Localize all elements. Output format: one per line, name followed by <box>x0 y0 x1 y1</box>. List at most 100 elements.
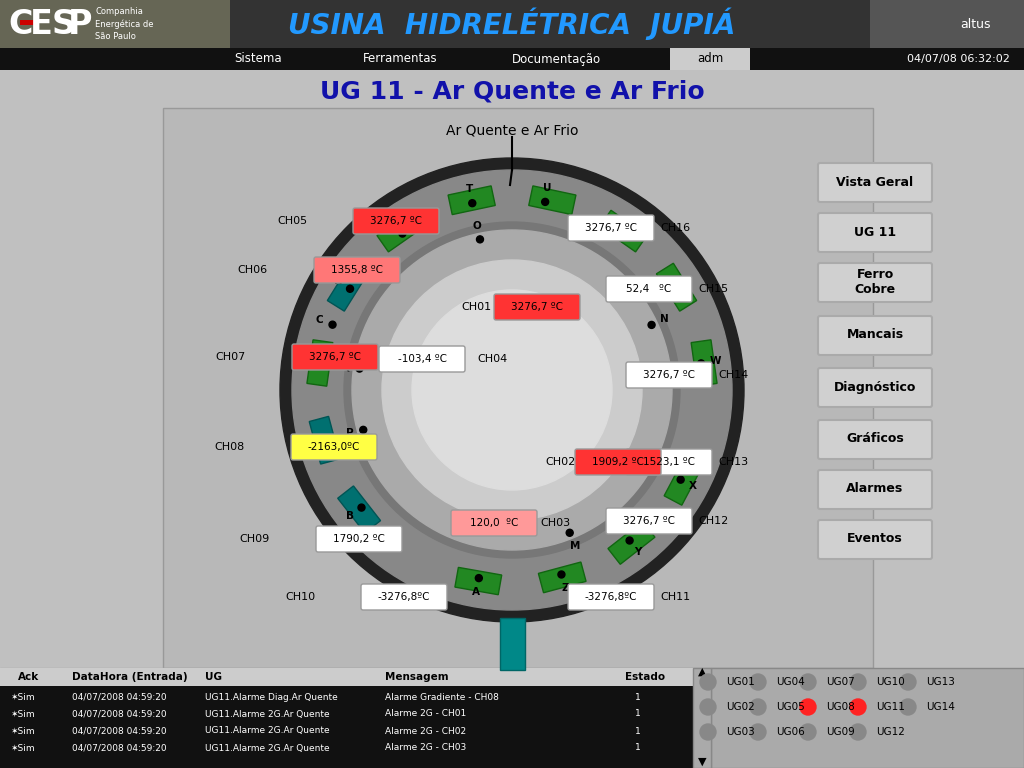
Text: CH13: CH13 <box>718 457 749 467</box>
FancyBboxPatch shape <box>870 0 1024 48</box>
Text: Gráficos: Gráficos <box>846 432 904 445</box>
FancyBboxPatch shape <box>307 339 333 386</box>
FancyBboxPatch shape <box>818 163 932 202</box>
FancyBboxPatch shape <box>291 434 377 460</box>
FancyBboxPatch shape <box>606 276 692 302</box>
Text: X: X <box>689 482 697 492</box>
Text: CH04: CH04 <box>477 354 507 364</box>
Text: S: S <box>52 8 76 41</box>
Circle shape <box>750 699 766 715</box>
Text: Alarme 2G - CH03: Alarme 2G - CH03 <box>385 743 466 753</box>
Text: UG08: UG08 <box>826 702 855 712</box>
FancyBboxPatch shape <box>20 20 38 25</box>
FancyBboxPatch shape <box>818 213 932 252</box>
Text: UG09: UG09 <box>826 727 855 737</box>
Circle shape <box>850 674 866 690</box>
Text: DataHora (Entrada): DataHora (Entrada) <box>72 672 187 682</box>
FancyBboxPatch shape <box>449 186 496 214</box>
Text: M: M <box>569 541 581 551</box>
Text: UG: UG <box>205 672 222 682</box>
Text: CH10: CH10 <box>285 592 315 602</box>
Text: 1523,1 ºC: 1523,1 ºC <box>643 457 695 467</box>
Text: Vista Geral: Vista Geral <box>837 176 913 188</box>
FancyBboxPatch shape <box>0 48 1024 70</box>
Text: UG03: UG03 <box>726 727 755 737</box>
FancyBboxPatch shape <box>361 584 447 610</box>
Text: 3276,7 ºC: 3276,7 ºC <box>585 223 637 233</box>
Text: 04/07/2008 04:59:20: 04/07/2008 04:59:20 <box>72 710 167 719</box>
Text: UG11.Alarme Diag.Ar Quente: UG11.Alarme Diag.Ar Quente <box>205 693 338 701</box>
FancyBboxPatch shape <box>314 257 400 283</box>
FancyBboxPatch shape <box>818 368 932 407</box>
Circle shape <box>280 158 744 622</box>
Text: CH14: CH14 <box>718 370 749 380</box>
Text: 04/07/2008 04:59:20: 04/07/2008 04:59:20 <box>72 727 167 736</box>
FancyBboxPatch shape <box>691 339 717 386</box>
FancyBboxPatch shape <box>626 449 712 475</box>
Circle shape <box>800 724 816 740</box>
Text: 52,4   ºC: 52,4 ºC <box>627 284 672 294</box>
FancyBboxPatch shape <box>163 108 873 668</box>
Circle shape <box>359 426 367 433</box>
Text: N: N <box>659 314 669 324</box>
FancyBboxPatch shape <box>353 208 439 234</box>
Text: UG01: UG01 <box>726 677 755 687</box>
FancyBboxPatch shape <box>528 186 575 214</box>
Text: 04/07/2008 04:59:20: 04/07/2008 04:59:20 <box>72 743 167 753</box>
Text: UG11.Alarme 2G.Ar Quente: UG11.Alarme 2G.Ar Quente <box>205 710 330 719</box>
FancyBboxPatch shape <box>693 668 711 768</box>
Circle shape <box>356 365 362 372</box>
Circle shape <box>412 290 612 490</box>
Text: 1: 1 <box>635 710 641 719</box>
FancyBboxPatch shape <box>0 0 1024 48</box>
Text: CH03: CH03 <box>540 518 570 528</box>
Text: 04/07/2008 04:59:20: 04/07/2008 04:59:20 <box>72 693 167 701</box>
Text: C: C <box>315 315 324 325</box>
Circle shape <box>476 236 483 243</box>
FancyBboxPatch shape <box>608 521 655 564</box>
Circle shape <box>469 200 476 207</box>
FancyBboxPatch shape <box>539 562 586 593</box>
Circle shape <box>329 321 336 328</box>
Text: CH01: CH01 <box>461 302 492 312</box>
Text: W: W <box>710 356 721 366</box>
Text: ▼: ▼ <box>697 757 707 767</box>
Text: UG 11: UG 11 <box>854 226 896 239</box>
Circle shape <box>292 170 732 610</box>
Text: Companhia
Energética de
São Paulo: Companhia Energética de São Paulo <box>95 7 154 41</box>
Text: altus: altus <box>961 18 990 31</box>
Text: CH11: CH11 <box>660 592 690 602</box>
Text: E: E <box>30 8 53 41</box>
Text: Ferramentas: Ferramentas <box>362 52 437 65</box>
Text: UG13: UG13 <box>926 677 954 687</box>
Text: Mensagem: Mensagem <box>385 672 449 682</box>
Text: T: T <box>466 184 473 194</box>
FancyBboxPatch shape <box>451 510 537 536</box>
Text: B: B <box>346 511 354 521</box>
Text: ▲: ▲ <box>697 667 707 677</box>
Text: -3276,8ºC: -3276,8ºC <box>585 592 637 602</box>
FancyBboxPatch shape <box>568 215 654 241</box>
FancyBboxPatch shape <box>818 316 932 355</box>
Text: 3276,7 ºC: 3276,7 ºC <box>623 516 675 526</box>
Text: UG07: UG07 <box>826 677 855 687</box>
Text: CH02: CH02 <box>546 457 577 467</box>
Circle shape <box>382 260 642 520</box>
Circle shape <box>542 198 549 205</box>
Text: P: P <box>346 429 353 439</box>
Text: ✶Sim: ✶Sim <box>10 743 35 753</box>
Text: 3276,7 ºC: 3276,7 ºC <box>309 352 361 362</box>
Text: P: P <box>68 8 92 41</box>
Circle shape <box>626 537 633 544</box>
FancyBboxPatch shape <box>599 210 647 252</box>
Text: UG11.Alarme 2G.Ar Quente: UG11.Alarme 2G.Ar Quente <box>205 727 330 736</box>
Text: Ar Quente e Ar Frio: Ar Quente e Ar Frio <box>445 123 579 137</box>
Circle shape <box>900 674 916 690</box>
Circle shape <box>358 504 365 511</box>
Circle shape <box>750 724 766 740</box>
FancyBboxPatch shape <box>309 416 340 464</box>
Circle shape <box>618 230 625 237</box>
Text: CH15: CH15 <box>698 284 728 294</box>
Text: 1: 1 <box>635 693 641 701</box>
FancyBboxPatch shape <box>670 48 750 70</box>
